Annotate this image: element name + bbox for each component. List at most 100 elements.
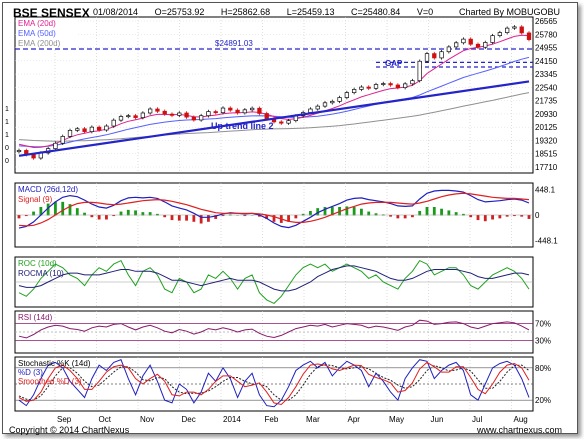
macd-histogram-bar [61,201,65,216]
macd-histogram-bar [54,201,57,216]
macd-histogram-bar [32,211,35,216]
rsi-legend-item: RSI (14d) [18,313,53,322]
y-tick-label: 20930 [535,110,558,119]
macd-histogram-bar [505,215,509,217]
y-tick-label: 24955 [535,44,558,53]
roc-legend-item: ROC (10d) [18,259,57,268]
macd-tick-label: 0 [535,211,540,220]
candle-body [279,121,284,124]
site-link[interactable]: www.chartnexus.com [477,425,563,435]
left-tick-label: 1 [5,106,9,113]
macd-histogram-bar [39,207,43,216]
candle-body [526,32,532,40]
ohlc-readout: 01/08/2014 O=25753.92 H=25862.68 L=25459… [93,7,447,17]
macd-legend-item: MACD (26d,12d) [18,185,78,194]
candle-body [373,84,379,89]
candle-body [89,126,95,132]
macd-histogram-bar [163,215,167,218]
macd-histogram-bar [83,212,86,216]
copyright-text: Copyright © 2014 ChartNexus [9,425,130,435]
close-value: C=25480.84 [351,7,401,17]
x-tick-label: Nov [140,415,154,424]
x-tick-label: Aug [514,415,528,424]
candle-body [490,35,495,43]
date-value: 01/08/2014 [93,7,139,17]
y-tick-label: 25780 [535,30,558,39]
candle-body [381,83,386,85]
stoch-tick-label: 20% [535,396,551,405]
macd-histogram-bar [403,215,407,219]
macd-histogram-bar [119,211,123,216]
candle-body [133,115,138,118]
rsi-line [18,319,530,339]
candle-body [257,107,262,114]
macd-histogram-bar [316,208,320,216]
panel-frame [14,310,534,354]
macd-histogram-bar [374,213,378,216]
candle-body [162,110,167,115]
stoch-k-line [18,359,530,408]
left-tick-label: 1 [5,132,9,139]
gap-label: GAP [385,59,403,68]
candle-body [198,115,204,121]
candle-body [315,105,320,110]
candle-body [453,42,459,48]
rsi-tick-label: 70% [535,320,551,329]
candle-body [126,115,131,118]
candle-body [206,111,211,117]
stoch-tick-label: 80% [535,364,551,373]
x-tick-label: Jul [472,415,482,424]
rocma-line [18,265,530,292]
signal-line [18,192,530,227]
macd-histogram-bar [105,215,108,220]
candle-body [242,109,248,114]
candle-body [475,43,481,48]
x-tick-label: Mar [306,415,320,424]
candle-body [31,154,36,159]
macd-histogram-bar [134,210,137,216]
candle-body [439,51,444,59]
price-legend-item: EMA (20d) [18,19,56,28]
candle-body [366,86,371,89]
macd-histogram-bar [243,215,247,217]
rsi-tick-label: 30% [535,336,551,345]
volume-value: V=0 [416,7,434,17]
macd-histogram-bar [440,208,443,216]
macd-histogram-bar [177,215,181,221]
macd-histogram-bar [265,215,269,219]
candle-body [184,112,189,118]
y-tick-label: 18515 [535,150,558,159]
macd-histogram-bar [462,213,465,216]
macd-histogram-bar [454,212,458,216]
macd-histogram-bar [447,210,451,216]
candle-body [344,92,350,98]
macd-histogram-bar [287,215,290,222]
legend-bg [16,18,76,28]
candle-body [147,108,153,114]
candle-body [177,112,182,116]
chart-window: Sep Oct Nov Dec 2014 Feb Mar Apr May Jun Jul Aug 265… [2,2,578,435]
macd-histogram-bar [301,213,305,216]
charted-by: Charted By MOBUGOBU [459,7,561,17]
macd-histogram-bar [24,215,28,217]
macd-legend-item: Signal (9) [18,195,53,204]
macd-histogram-bar [148,212,152,216]
macd-line [18,189,530,229]
candle-body [417,60,422,82]
macd-histogram-bar [425,207,429,216]
y-tick-label: 19320 [535,136,558,145]
macd-histogram-bar [68,204,72,216]
candle-body [104,125,109,131]
x-tick-label: 2014 [223,415,241,424]
macd-histogram-bar [17,215,21,219]
price-legend-item: EMA (200d) [18,39,61,48]
candle-body [140,112,146,118]
candle-body [235,109,240,114]
macd-histogram-bar [513,215,516,217]
macd-histogram-bar [323,207,327,216]
candle-body [410,80,415,85]
macd-histogram-bar [469,215,473,218]
macd-histogram-bar [192,215,196,222]
chart-title: BSE SENSEX [13,6,90,20]
macd-histogram-bar [199,215,203,224]
